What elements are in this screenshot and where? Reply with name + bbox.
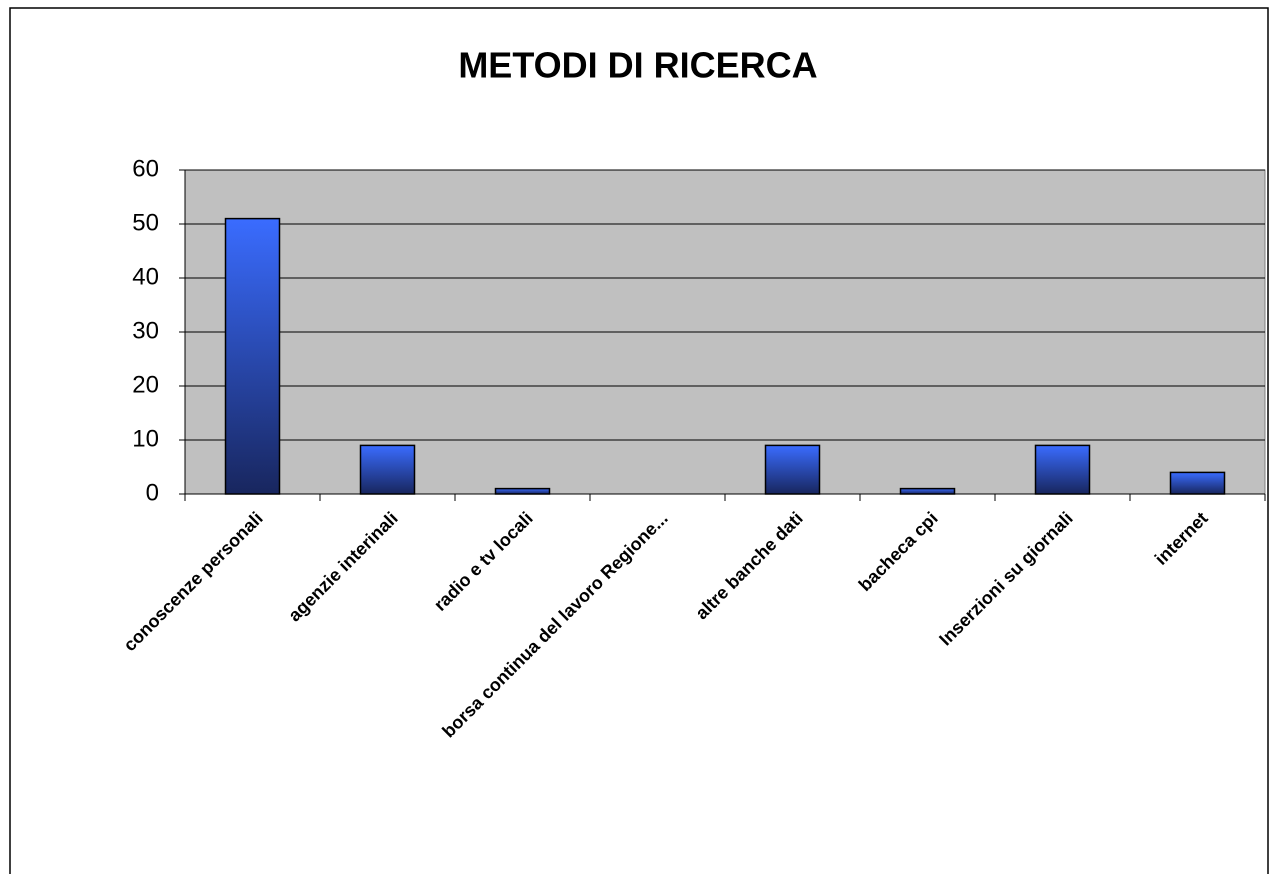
bar [224,217,281,495]
y-tick-label: 20 [132,371,159,398]
y-tick-label: 60 [132,155,159,182]
y-tick-label: 30 [132,317,159,344]
bar [359,444,416,495]
bar [764,444,821,495]
bar [899,487,956,495]
bar [1034,444,1091,495]
y-tick-label: 0 [146,479,159,506]
bar [494,487,551,495]
bar [1169,471,1226,495]
y-tick-label: 50 [132,209,159,236]
chart-title: METODI DI RICERCA [458,45,817,86]
y-tick-label: 40 [132,263,159,290]
y-tick-label: 10 [132,425,159,452]
